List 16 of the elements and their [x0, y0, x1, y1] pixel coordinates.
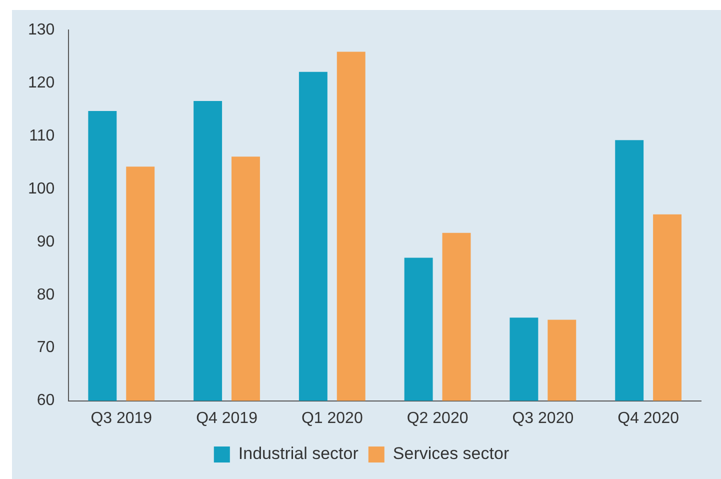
- x-tick-label: Q1 2020: [301, 410, 363, 427]
- y-tick-label: 70: [36, 339, 55, 356]
- y-tick-label: 80: [36, 286, 55, 304]
- y-tick-label: 120: [28, 74, 55, 92]
- legend-label: Industrial sector: [238, 444, 359, 464]
- legend-label: Services sector: [392, 444, 510, 464]
- x-tick-label: Q4 2019: [196, 410, 258, 427]
- x-tick-label: Q3 2019: [90, 410, 152, 427]
- y-tick-label: 60: [36, 392, 55, 410]
- x-tick-label: Q2 2020: [406, 410, 468, 427]
- y-tick-label: 130: [28, 21, 55, 38]
- y-tick-label: 110: [29, 127, 55, 144]
- x-tick-label: Q3 2020: [512, 410, 574, 427]
- y-tick-label: 100: [28, 180, 55, 198]
- x-tick-label: Q4 2020: [618, 410, 680, 427]
- y-tick-label: 90: [36, 233, 55, 250]
